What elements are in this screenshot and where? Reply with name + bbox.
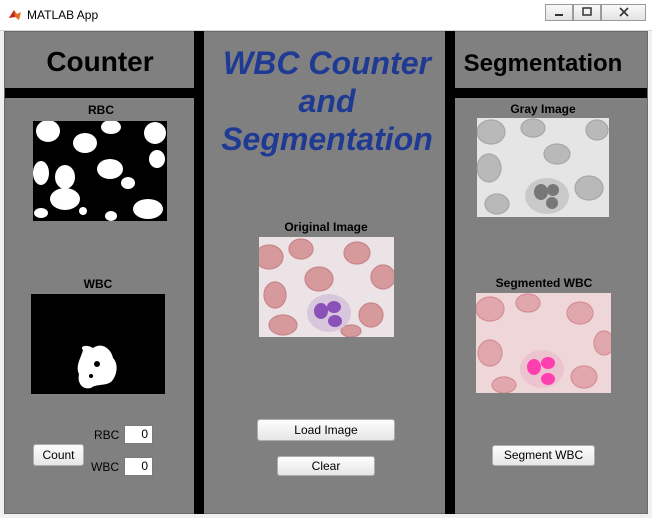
maximize-button[interactable] (573, 4, 601, 21)
gray-image (477, 118, 609, 217)
segmentation-header-divider (455, 88, 647, 98)
count-button[interactable]: Count (33, 444, 84, 466)
close-button[interactable] (601, 4, 646, 21)
close-icon (618, 7, 629, 17)
original-image (259, 237, 394, 337)
rbc-image-label: RBC (88, 103, 114, 117)
heading-line-3: Segmentation (221, 121, 433, 157)
segmented-wbc-label: Segmented WBC (495, 276, 593, 290)
segmentation-title: Segmentation (463, 50, 623, 77)
rbc-count-label: RBC (94, 428, 120, 442)
rbc-count-field[interactable]: 0 (124, 425, 153, 444)
counter-title: Counter (46, 46, 154, 77)
minimize-button[interactable] (545, 4, 573, 21)
window-title: MATLAB App (27, 8, 99, 22)
gray-image-label: Gray Image (510, 102, 576, 116)
title-bar: MATLAB App (0, 0, 652, 31)
wbc-count-field[interactable]: 0 (124, 457, 153, 476)
segmented-wbc-image (476, 293, 611, 393)
app-heading: WBC Counter and Segmentation (207, 44, 447, 158)
rbc-binary-image (33, 121, 167, 221)
minimize-icon (555, 14, 563, 16)
right-divider (445, 31, 455, 514)
wbc-count-label: WBC (91, 460, 119, 474)
left-divider (194, 31, 204, 514)
segment-wbc-button[interactable]: Segment WBC (492, 445, 595, 466)
clear-button[interactable]: Clear (277, 456, 375, 476)
counter-header-divider (5, 88, 195, 98)
maximize-icon (582, 7, 592, 16)
original-image-label: Original Image (284, 220, 368, 234)
heading-line-1: WBC Counter (223, 45, 431, 81)
load-image-button[interactable]: Load Image (257, 419, 395, 441)
matlab-icon (9, 10, 21, 20)
wbc-image-label: WBC (83, 277, 113, 291)
wbc-binary-image (31, 294, 165, 394)
heading-line-2: and (298, 83, 356, 119)
